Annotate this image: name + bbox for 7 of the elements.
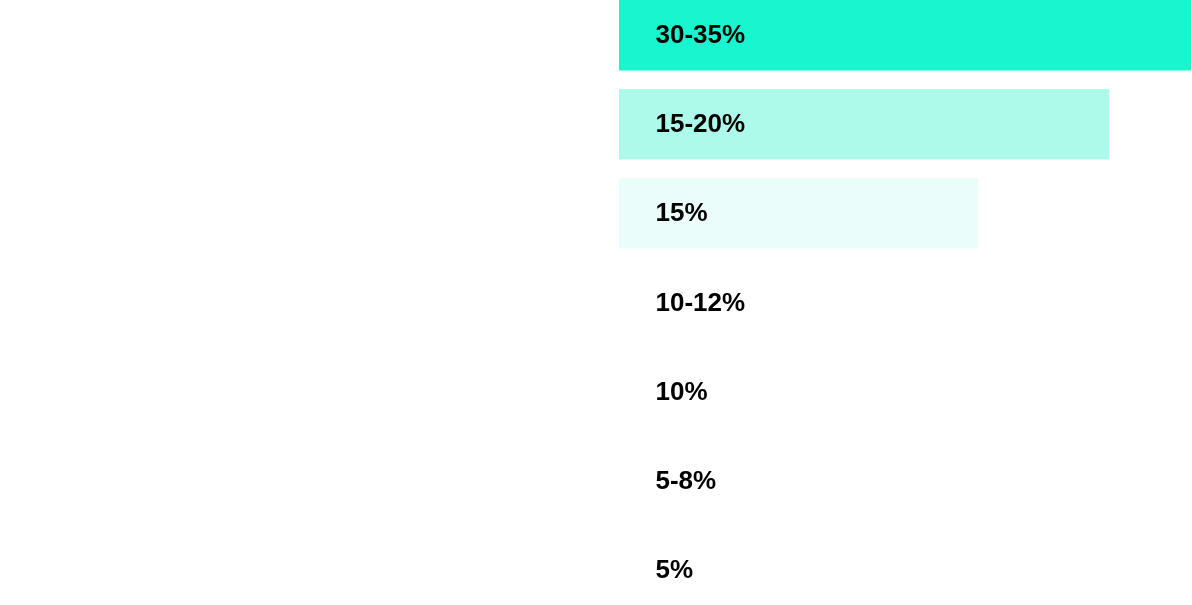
y-tick-label: 15-20% — [655, 108, 746, 139]
y-tick-label: 10-12% — [655, 286, 746, 317]
y-tick-label: 10% — [655, 375, 708, 406]
y-tick-label: 5% — [655, 553, 694, 584]
y-tick-label: 15% — [655, 197, 708, 228]
y-tick-label: 30-35% — [655, 19, 746, 50]
y-tick-label: 5-8% — [655, 464, 717, 495]
